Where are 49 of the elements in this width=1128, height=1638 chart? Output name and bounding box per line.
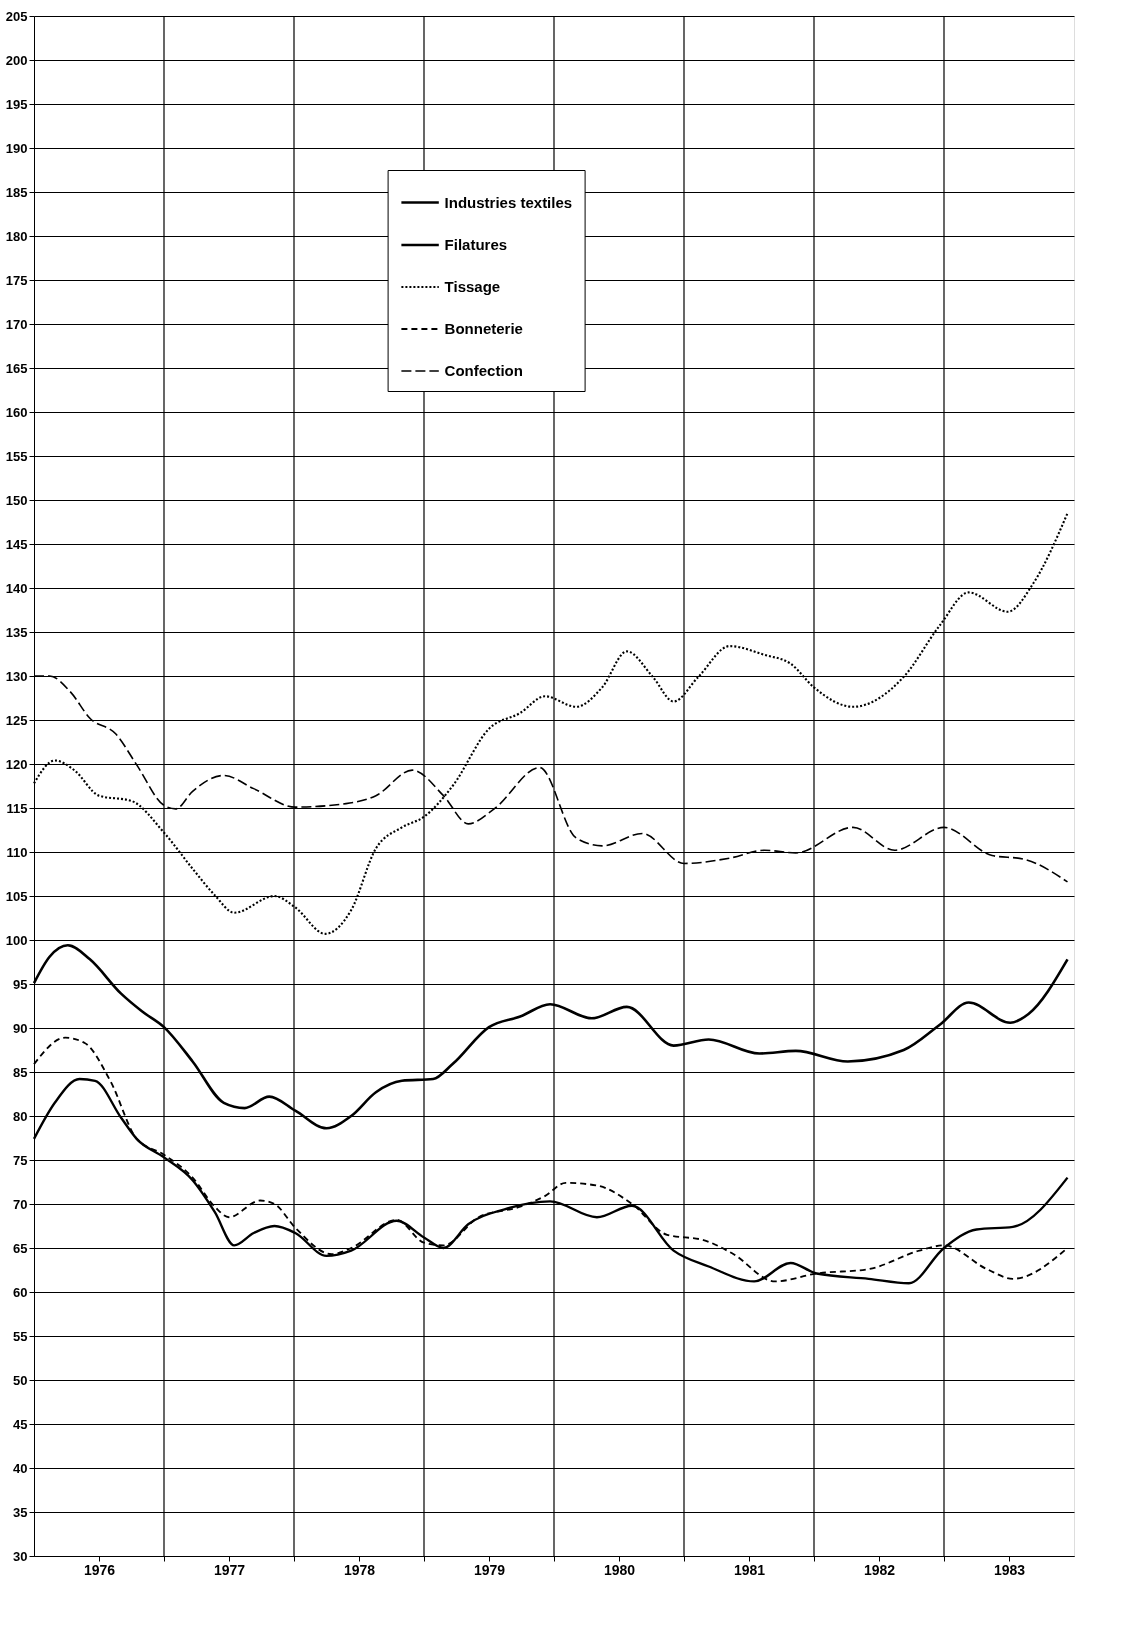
y-tick-label: 165 [5, 360, 28, 376]
y-tick-label: 95 [13, 976, 28, 992]
x-tick-label: 1976 [83, 1561, 116, 1578]
y-tick-label: 135 [5, 624, 28, 640]
x-tick-label: 1977 [213, 1561, 246, 1578]
y-tick-label: 45 [13, 1416, 28, 1432]
y-tick-label: 190 [5, 140, 28, 156]
x-tick-label: 1980 [603, 1561, 636, 1578]
y-tick-label: 115 [6, 800, 28, 816]
y-tick-label: 130 [5, 668, 28, 684]
y-tick-label: 40 [13, 1460, 28, 1476]
y-tick-label: 195 [5, 96, 28, 112]
y-tick-label: 75 [13, 1152, 28, 1168]
y-tick-label: 170 [5, 316, 28, 332]
x-tick-label: 1981 [733, 1561, 766, 1578]
y-tick-label: 180 [5, 228, 28, 244]
y-tick-label: 30 [13, 1548, 28, 1564]
legend-label: Confection [444, 362, 523, 379]
y-tick-label: 35 [13, 1504, 28, 1520]
y-tick-label: 70 [13, 1196, 28, 1212]
legend-label: Filatures [444, 236, 508, 253]
y-tick-label: 60 [13, 1284, 28, 1300]
y-tick-label: 145 [5, 536, 28, 552]
y-tick-label: 200 [5, 52, 28, 68]
y-tick-label: 65 [13, 1240, 28, 1256]
y-tick-label: 125 [5, 712, 28, 728]
legend-label: Tissage [444, 278, 501, 295]
legend-label: Bonneterie [444, 320, 523, 337]
y-tick-label: 120 [5, 756, 28, 772]
x-tick-label: 1978 [343, 1561, 376, 1578]
y-tick-label: 160 [5, 404, 28, 420]
y-tick-label: 110 [6, 844, 28, 860]
y-tick-label: 155 [5, 448, 28, 464]
y-tick-label: 50 [13, 1372, 28, 1388]
y-tick-label: 100 [5, 932, 28, 948]
y-tick-label: 150 [5, 492, 28, 508]
y-tick-label: 105 [5, 888, 28, 904]
y-tick-label: 80 [13, 1108, 28, 1124]
y-tick-label: 140 [5, 580, 28, 596]
x-tick-label: 1982 [863, 1561, 896, 1578]
y-tick-label: 205 [5, 8, 28, 24]
y-tick-label: 185 [5, 184, 28, 200]
y-tick-label: 175 [5, 272, 28, 288]
y-tick-label: 90 [13, 1020, 28, 1036]
legend-label: Industries textiles [444, 193, 573, 211]
y-tick-label: 85 [13, 1064, 28, 1080]
x-tick-label: 1979 [473, 1561, 506, 1578]
x-tick-label: 1983 [993, 1561, 1026, 1578]
y-tick-label: 55 [13, 1328, 28, 1344]
